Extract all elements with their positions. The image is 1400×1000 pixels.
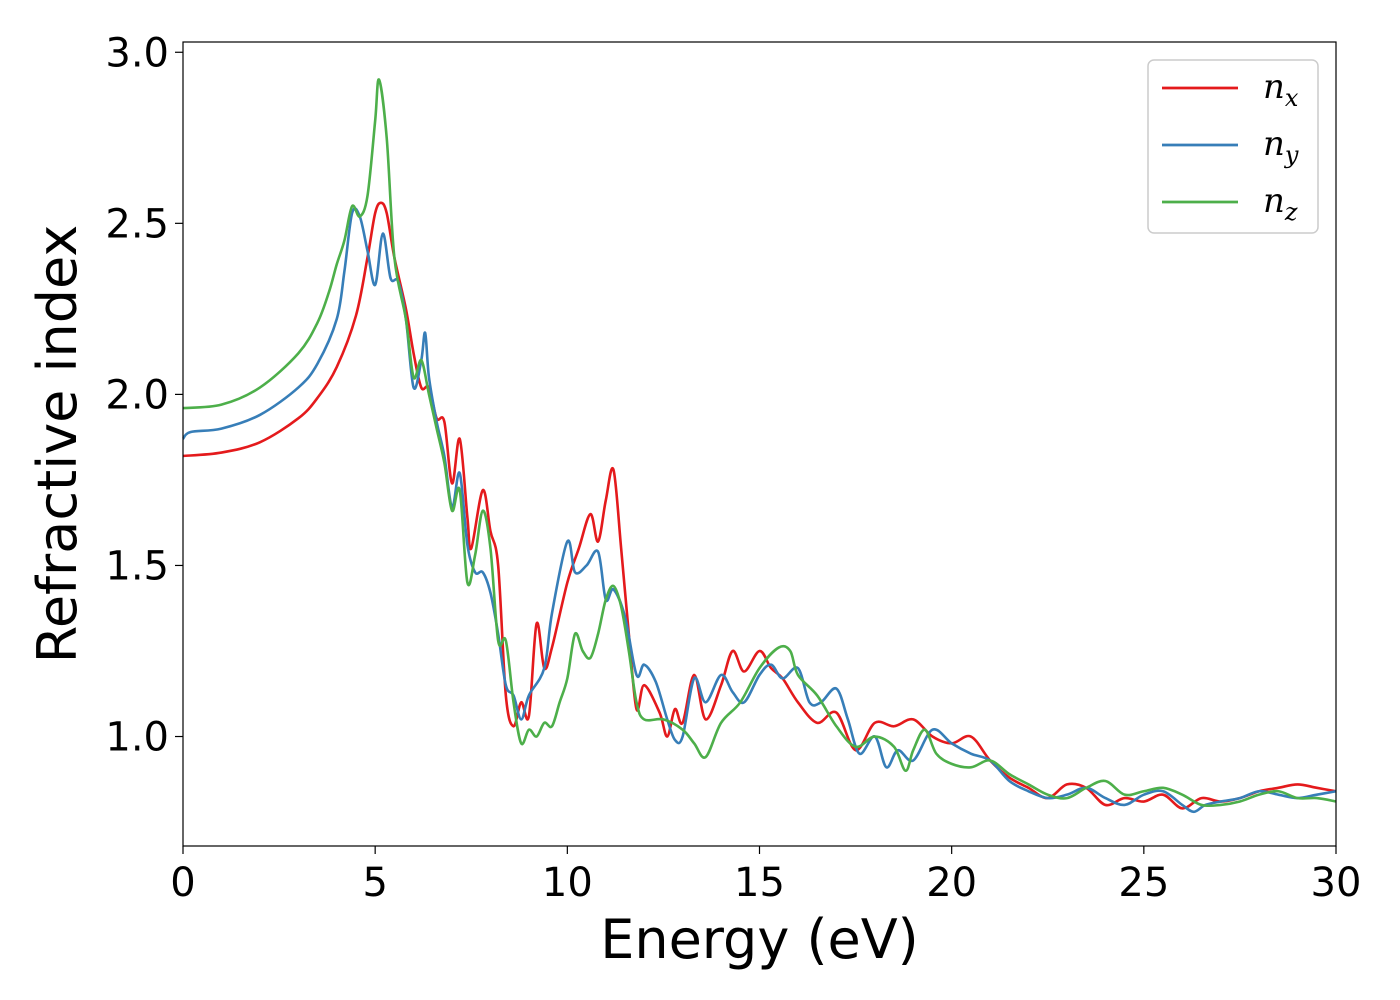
y-axis: 1.0 1.5 2.0 2.5 3.0	[105, 30, 183, 761]
series-line-nx	[182, 201, 1337, 810]
series-layer	[181, 78, 1337, 814]
x-tick-label: 10	[542, 860, 593, 906]
x-tick-label: 0	[170, 860, 195, 906]
legend-box	[1147, 59, 1319, 234]
x-tick-label: 30	[1311, 860, 1362, 906]
plot-area	[183, 42, 1336, 846]
y-tick-label: 1.5	[105, 543, 169, 589]
y-tick-label: 3.0	[105, 30, 169, 76]
x-axis-label: Energy (eV)	[600, 908, 919, 971]
legend-label-nz: nz	[1263, 181, 1298, 226]
series-line-nz	[182, 78, 1337, 808]
x-tick-label: 25	[1118, 860, 1169, 906]
y-axis-label: Refractive index	[26, 225, 89, 664]
y-tick-label: 1.0	[105, 715, 169, 761]
y-tick-label: 2.5	[105, 201, 169, 247]
x-tick-label: 5	[362, 860, 387, 906]
x-tick-label: 20	[926, 860, 977, 906]
x-tick-label: 15	[734, 860, 785, 906]
y-tick-label: 2.0	[105, 372, 169, 418]
x-axis: 0 5 10 15 20 25 30	[170, 846, 1361, 906]
